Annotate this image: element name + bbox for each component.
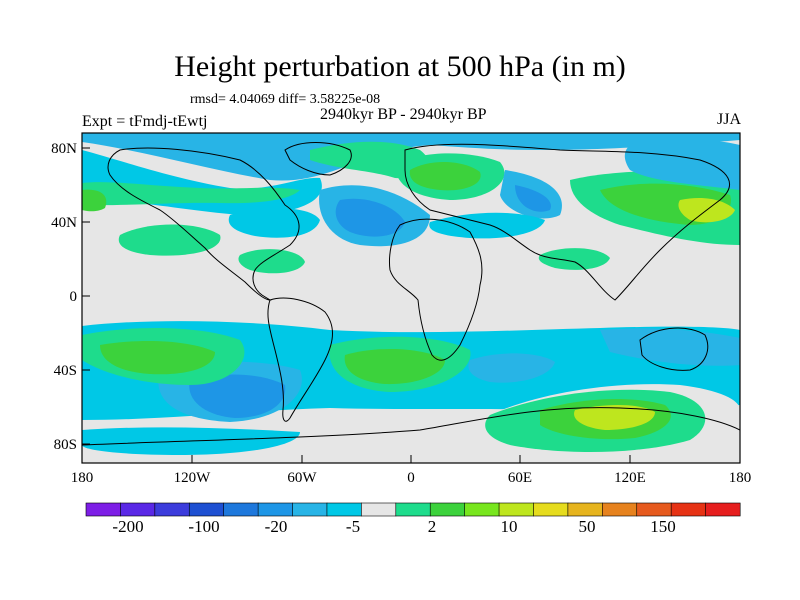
- contour-region: [429, 212, 545, 239]
- contour-region: [468, 353, 555, 383]
- coastline-antarctica: [82, 407, 740, 446]
- contour-region: [228, 208, 320, 238]
- colorbar-labels: -200 -100 -20 -5 2 10 50 150: [112, 517, 675, 536]
- plot-title: Height perturbation at 500 hPa (in m): [174, 50, 626, 83]
- axis-ticks: [82, 147, 631, 463]
- colorbar-label: -20: [265, 517, 288, 536]
- contour-region: [344, 348, 445, 385]
- colorbar-swatch: [567, 502, 603, 517]
- contour-region: [538, 248, 610, 270]
- colorbar-swatch: [85, 502, 121, 517]
- stats-label: rmsd= 4.04069 diff= 3.58225e-08: [190, 92, 381, 107]
- colorbar-swatch: [429, 502, 466, 517]
- longitude-labels: 180 120W 60W 0 60E 120E 180: [71, 470, 752, 486]
- colorbar-swatch: [188, 502, 225, 517]
- colorbar-swatch: [257, 502, 294, 517]
- contour-region: [82, 182, 300, 206]
- colorbar-swatch: [602, 502, 638, 517]
- contour-region: [515, 185, 551, 212]
- contour-region: [238, 249, 305, 274]
- colorbar-label: 50: [579, 517, 596, 536]
- contour-region: [624, 139, 740, 190]
- colorbar-swatch: [464, 502, 500, 517]
- colorbar-swatch: [326, 502, 362, 517]
- lon-label-0: 0: [407, 470, 415, 486]
- coastline-africa: [389, 218, 483, 361]
- contour-region: [574, 404, 655, 430]
- colorbar-swatch: [292, 502, 328, 517]
- colorbar-swatch: [395, 502, 431, 517]
- contour-region: [118, 224, 221, 256]
- colorbar-label: -5: [346, 517, 360, 536]
- colorbar-swatch: [670, 502, 707, 517]
- colorbar-swatch: [361, 502, 397, 517]
- colorbar-swatch: [498, 502, 534, 517]
- coastlines: [82, 142, 740, 446]
- coastline-south-america: [267, 297, 333, 422]
- coastline-north-america: [107, 147, 300, 301]
- contour-field: [82, 133, 740, 463]
- coastline-australia: [639, 327, 709, 371]
- lat-label-40n: 40N: [51, 215, 77, 231]
- colorbar-swatch: [533, 502, 569, 517]
- colorbar-swatch: [154, 502, 190, 517]
- lat-label-40s: 40S: [54, 363, 77, 379]
- lon-label-180w: 180: [71, 470, 94, 486]
- contour-region: [82, 189, 107, 212]
- contour-region: [600, 328, 740, 366]
- colorbar-label: 150: [650, 517, 676, 536]
- lon-label-120w: 120W: [174, 470, 212, 486]
- experiment-label: Expt = tFmdj-tEwtj: [82, 113, 208, 130]
- coastline-eurasia: [404, 143, 730, 301]
- colorbar-swatch: [223, 502, 259, 517]
- coastline-greenland: [284, 142, 352, 176]
- colorbar-label: 2: [428, 517, 437, 536]
- colorbar: [85, 502, 741, 517]
- colorbar-label: -100: [188, 517, 219, 536]
- latitude-labels: 80N 40N 0 40S 80S: [51, 141, 77, 453]
- colorbar-swatch: [705, 502, 741, 517]
- period-label: 2940kyr BP - 2940kyr BP: [320, 106, 487, 123]
- contour-region: [100, 340, 215, 375]
- lon-label-60e: 60E: [508, 470, 532, 486]
- colorbar-label: 10: [501, 517, 518, 536]
- contour-region: [189, 374, 286, 418]
- lon-label-60w: 60W: [287, 470, 317, 486]
- lat-label-0: 0: [70, 289, 78, 305]
- season-label: JJA: [716, 111, 741, 128]
- lon-label-120e: 120E: [614, 470, 646, 486]
- colorbar-swatch: [120, 502, 156, 517]
- lon-label-180e: 180: [729, 470, 752, 486]
- lat-label-80n: 80N: [51, 141, 77, 157]
- contour-region: [82, 133, 740, 181]
- lat-label-80s: 80S: [54, 437, 77, 453]
- contour-region: [409, 161, 481, 191]
- colorbar-swatch: [636, 502, 672, 517]
- contour-region: [335, 198, 405, 237]
- colorbar-label: -200: [112, 517, 143, 536]
